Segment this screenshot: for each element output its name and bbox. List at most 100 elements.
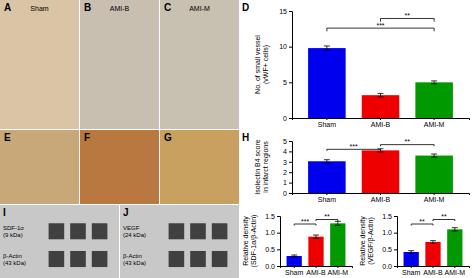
x-tick: AMI-M: [424, 118, 445, 128]
tick-mark: [433, 266, 434, 268]
tick-label: Sham: [285, 269, 303, 276]
text-line: (vWF+ cells): [262, 45, 270, 84]
image-panel: BAMI-B: [80, 0, 159, 129]
background: [0, 0, 474, 278]
plot-area: 0.00.51.01.5ShamAMI-BAMI-M*****: [265, 213, 352, 276]
tick-label: 0.0: [265, 263, 275, 270]
image-panel: C AMI-M: [160, 0, 239, 129]
y-axis-label: Relative density(VEGF/β-Actin): [359, 216, 375, 266]
axis-domain: [289, 12, 293, 119]
tick-label: AMI-B: [423, 269, 443, 276]
x-axis: Sham AMI-B AMI-M: [293, 118, 470, 128]
tick-mark: [454, 266, 455, 268]
tick-label: AMI-M: [424, 196, 445, 203]
text-line: (43 kDa): [3, 260, 26, 266]
figure: AShamBAMI-BCAMI-MEFGISDF-1α(9 kDa)β-Acti…: [0, 0, 474, 278]
blot-band: [70, 251, 86, 267]
plot-area: 012345ShamAMI-BAMI-M*****: [283, 138, 469, 203]
tick-mark: [289, 141, 292, 142]
significance: *****: [294, 213, 338, 226]
axis-domain: [293, 194, 470, 196]
tick-label: 0: [283, 190, 287, 197]
tick-mark: [289, 151, 292, 152]
y-tick: 4: [283, 148, 292, 155]
blot-band: [49, 251, 65, 267]
y-tick: 0: [283, 190, 292, 197]
text-line: (43 kDa): [123, 260, 146, 266]
blot-band: [190, 251, 206, 267]
tick-mark: [411, 266, 412, 268]
group-label: AMI-B: [110, 5, 130, 12]
bar: [362, 95, 400, 118]
blot-band: [49, 223, 65, 239]
y-tick: 0.0: [382, 263, 397, 270]
error-bar: [291, 255, 297, 257]
tick-mark: [380, 118, 381, 120]
bar: [415, 156, 453, 193]
bar-chart: D051015ShamAMI-BAMI-M*****No. of small v…: [242, 2, 470, 128]
text-line: (VEGF/β-Actin): [367, 217, 375, 265]
text-line: VEGF: [123, 225, 140, 231]
tick-mark: [289, 193, 292, 194]
bar: [362, 150, 400, 193]
panel-label: A: [4, 2, 11, 13]
image-placeholder: [160, 130, 239, 204]
blot-band: [190, 223, 206, 239]
tick-label: 1: [283, 179, 287, 186]
tick-mark: [394, 249, 397, 250]
y-tick: 10: [279, 43, 292, 50]
blot-band: [212, 223, 228, 239]
tick-mark: [289, 118, 292, 119]
tick-mark: [277, 233, 280, 234]
image-placeholder: [0, 130, 79, 204]
tick-label: 1.0: [265, 229, 275, 236]
tick-mark: [337, 266, 338, 268]
tick-mark: [289, 172, 292, 173]
panel-label: G: [164, 132, 172, 143]
blot-band: [212, 251, 228, 267]
x-tick: Sham: [285, 266, 303, 276]
panel-label: H: [242, 132, 249, 143]
figure-root: AShamBAMI-BCAMI-MEFGISDF-1α(9 kDa)β-Acti…: [0, 0, 474, 278]
error-bar: [335, 221, 341, 225]
marks: [308, 46, 453, 118]
panel-label: C: [164, 2, 171, 13]
tick-mark: [316, 266, 317, 268]
text-line: (SDF-1α/β-Actin): [250, 215, 258, 268]
blot-label: β-Actin(43 kDa): [3, 253, 26, 266]
tick-label: 0: [283, 115, 287, 122]
error-bar: [324, 46, 330, 50]
y-tick: 1: [283, 179, 292, 186]
blot-panel: I SDF-1α(9 kDa) β-Actin(43 kDa): [0, 205, 119, 278]
blot-label: SDF-1α(9 kDa): [3, 225, 24, 238]
tick-mark: [277, 216, 280, 217]
sig-label: **: [405, 138, 411, 145]
blot-background: [120, 205, 239, 278]
blot-band: [169, 251, 185, 267]
y-tick: 2: [283, 169, 292, 176]
x-tick: Sham: [402, 266, 420, 276]
significance: *****: [327, 138, 434, 151]
x-tick: AMI-B: [371, 118, 391, 128]
group-label: AMI-M: [189, 5, 210, 12]
text-line: SDF-1α: [3, 225, 24, 231]
blot-band: [92, 223, 108, 239]
panel-label: D: [242, 2, 249, 13]
image-placeholder: [80, 130, 159, 204]
tick-mark: [277, 249, 280, 250]
tick-mark: [434, 193, 435, 195]
tick-label: Sham: [318, 121, 336, 128]
error-bar: [431, 81, 437, 84]
tick-mark: [326, 118, 327, 120]
tick-mark: [394, 216, 397, 217]
error-bar: [430, 241, 436, 244]
panel-label: J: [123, 207, 129, 218]
tick-label: AMI-B: [371, 121, 391, 128]
text-line: Isolectin B4 score: [254, 139, 261, 194]
significance: ****: [411, 213, 455, 226]
y-tick: 1.0: [265, 229, 280, 236]
blot-band: [169, 223, 185, 239]
x-tick: AMI-M: [424, 193, 445, 203]
plot-area: 0.00.51.01.5ShamAMI-BAMI-M****: [382, 213, 469, 276]
panel-label: I: [3, 207, 6, 218]
